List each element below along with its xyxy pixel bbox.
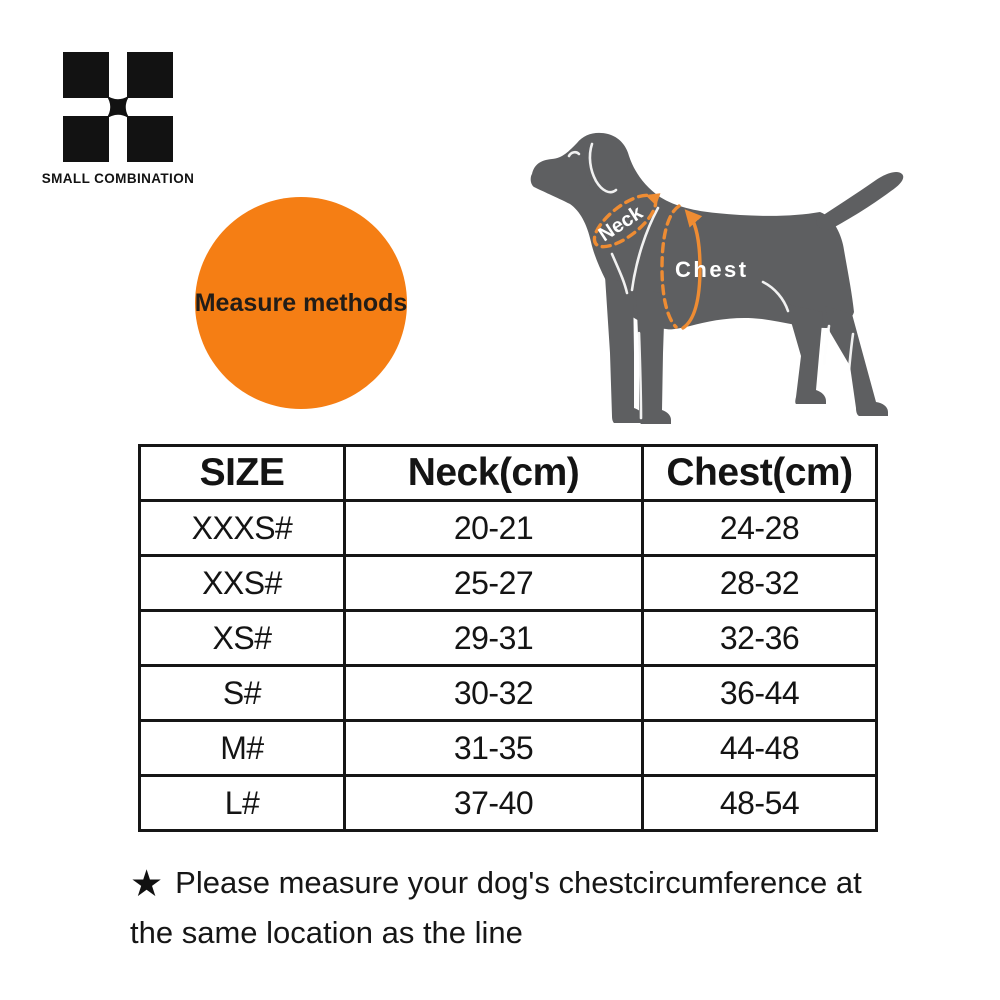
table-row: M# 31-35 44-48 bbox=[138, 719, 878, 777]
chest-cell: 44-48 bbox=[641, 719, 878, 777]
size-table: SIZE Neck(cm) Chest(cm) XXXS# 20-21 24-2… bbox=[138, 444, 878, 832]
chest-cell: 32-36 bbox=[641, 609, 878, 667]
neck-cell: 25-27 bbox=[343, 554, 644, 612]
size-cell: L# bbox=[138, 774, 346, 832]
column-header-size: SIZE bbox=[138, 444, 346, 502]
chest-cell: 24-28 bbox=[641, 499, 878, 557]
brand-name: SMALL COMBINATION bbox=[41, 171, 195, 186]
size-cell: XS# bbox=[138, 609, 346, 667]
size-cell: S# bbox=[138, 664, 346, 722]
table-row: XXS# 25-27 28-32 bbox=[138, 554, 878, 612]
chest-measure-ring: Chest bbox=[660, 204, 749, 330]
size-cell: M# bbox=[138, 719, 346, 777]
footnote: ★ Please measure your dog's chestcircumfe… bbox=[130, 858, 950, 957]
size-table-header-row: SIZE Neck(cm) Chest(cm) bbox=[138, 444, 878, 502]
table-row: S# 30-32 36-44 bbox=[138, 664, 878, 722]
chest-cell: 36-44 bbox=[641, 664, 878, 722]
chest-label: Chest bbox=[675, 257, 749, 282]
size-cell: XXS# bbox=[138, 554, 346, 612]
star-icon: ★ bbox=[130, 863, 164, 904]
brand-logo: SMALL COMBINATION bbox=[40, 52, 196, 186]
size-cell: XXXS# bbox=[138, 499, 346, 557]
footnote-line2: the same location as the line bbox=[130, 915, 523, 950]
column-header-chest: Chest(cm) bbox=[641, 444, 878, 502]
measure-methods-badge: Measure methods bbox=[195, 197, 407, 409]
footnote-line1: Please measure your dog's chestcircumfer… bbox=[175, 865, 862, 900]
table-row: L# 37-40 48-54 bbox=[138, 774, 878, 832]
chest-cell: 48-54 bbox=[641, 774, 878, 832]
neck-cell: 29-31 bbox=[343, 609, 644, 667]
neck-cell: 37-40 bbox=[343, 774, 644, 832]
dog-diagram-svg: Neck Chest bbox=[530, 132, 904, 424]
neck-cell: 30-32 bbox=[343, 664, 644, 722]
table-row: XXXS# 20-21 24-28 bbox=[138, 499, 878, 557]
dog-measurement-diagram: Neck Chest bbox=[520, 118, 920, 438]
measure-methods-label: Measure methods bbox=[194, 288, 408, 317]
brand-logo-icon bbox=[63, 52, 173, 162]
neck-cell: 20-21 bbox=[343, 499, 644, 557]
dog-silhouette bbox=[530, 132, 904, 424]
dog-detail-lines bbox=[567, 142, 855, 420]
chest-cell: 28-32 bbox=[641, 554, 878, 612]
neck-cell: 31-35 bbox=[343, 719, 644, 777]
table-row: XS# 29-31 32-36 bbox=[138, 609, 878, 667]
column-header-neck: Neck(cm) bbox=[343, 444, 644, 502]
